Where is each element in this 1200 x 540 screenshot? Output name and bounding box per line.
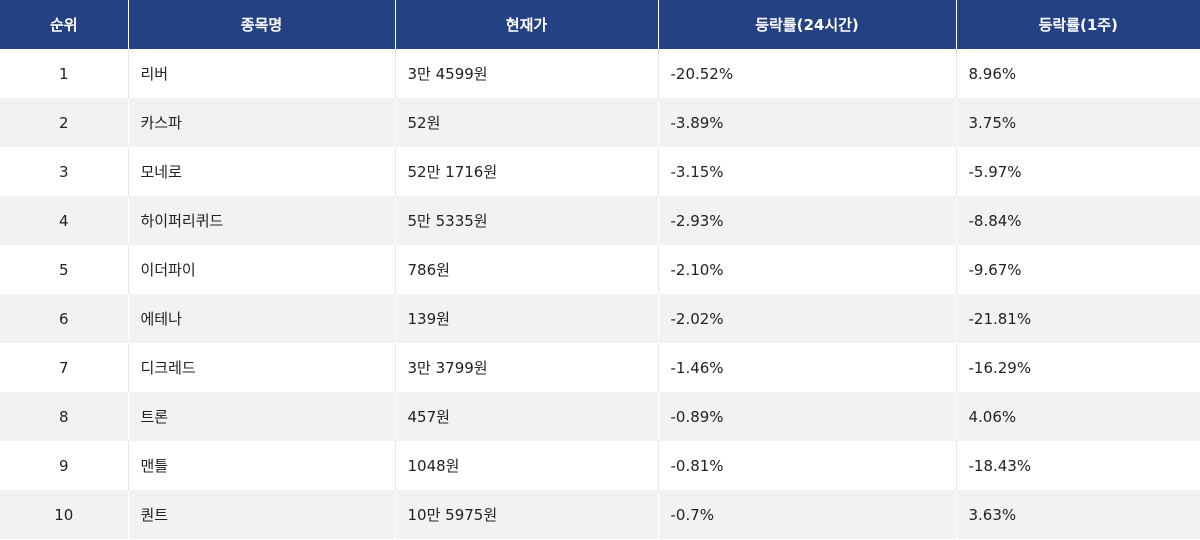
table-row: 3 모네로 52만 1716원 -3.15% -5.97% — [0, 147, 1200, 196]
cell-price: 139원 — [395, 294, 659, 343]
table-body: 1 리버 3만 4599원 -20.52% 8.96% 2 카스파 52원 -3… — [0, 49, 1200, 539]
header-change-1w: 등락률(1주) — [956, 0, 1200, 49]
table-row: 8 트론 457원 -0.89% 4.06% — [0, 392, 1200, 441]
cell-change-1w: -8.84% — [968, 211, 1022, 230]
cell-change-1w: 3.63% — [968, 505, 1017, 524]
cell-price: 457원 — [395, 392, 659, 441]
cell-change-1w: 3.75% — [968, 113, 1017, 132]
cell-name: 디크레드 — [128, 343, 396, 392]
header-row: 순위 종목명 현재가 등락률(24시간) 등락률(1주) — [0, 0, 1200, 49]
cell-change-24h: -1.46% — [658, 343, 957, 392]
cell-change-24h: -2.10% — [658, 245, 957, 294]
table-row: 1 리버 3만 4599원 -20.52% 8.96% — [0, 49, 1200, 98]
cell-name: 트론 — [128, 392, 396, 441]
table-row: 2 카스파 52원 -3.89% 3.75% — [0, 98, 1200, 147]
cell-name: 맨틀 — [128, 441, 396, 490]
cell-change-1w: -18.43% — [968, 456, 1032, 475]
cell-rank: 6 — [0, 294, 129, 343]
cell-change-24h: -3.89% — [658, 98, 957, 147]
cell-change-24h: -2.93% — [658, 196, 957, 245]
cell-rank: 10 — [0, 490, 129, 539]
cell-change-1w: -9.67% — [968, 260, 1022, 279]
table-row: 6 에테나 139원 -2.02% -21.81% — [0, 294, 1200, 343]
cell-rank: 7 — [0, 343, 129, 392]
cell-price: 52원 — [395, 98, 659, 147]
cell-change-1w: 4.06% — [968, 407, 1017, 426]
table-row: 5 이더파이 786원 -2.10% -9.67% — [0, 245, 1200, 294]
cell-name: 하이퍼리퀴드 — [128, 196, 396, 245]
cell-name: 퀀트 — [128, 490, 396, 539]
cell-price: 10만 5975원 — [395, 490, 659, 539]
cell-rank: 9 — [0, 441, 129, 490]
cell-change-24h: -0.81% — [658, 441, 957, 490]
cell-change-24h: -20.52% — [658, 49, 957, 98]
header-rank: 순위 — [0, 0, 129, 49]
cell-rank: 8 — [0, 392, 129, 441]
table-header: 순위 종목명 현재가 등락률(24시간) 등락률(1주) — [0, 0, 1200, 49]
cell-rank: 2 — [0, 98, 129, 147]
table-row: 7 디크레드 3만 3799원 -1.46% -16.29% — [0, 343, 1200, 392]
cell-price: 3만 4599원 — [395, 49, 659, 98]
cell-name: 리버 — [128, 49, 396, 98]
cell-price: 3만 3799원 — [395, 343, 659, 392]
cell-rank: 4 — [0, 196, 129, 245]
header-price: 현재가 — [395, 0, 659, 49]
cell-name: 이더파이 — [128, 245, 396, 294]
cell-change-1w: 8.96% — [968, 64, 1017, 83]
cell-price: 5만 5335원 — [395, 196, 659, 245]
cell-price: 52만 1716원 — [395, 147, 659, 196]
cell-rank: 5 — [0, 245, 129, 294]
cell-change-24h: -3.15% — [658, 147, 957, 196]
cell-price: 786원 — [395, 245, 659, 294]
cell-rank: 3 — [0, 147, 129, 196]
cell-change-1w: -16.29% — [968, 358, 1032, 377]
table-row: 10 퀀트 10만 5975원 -0.7% 3.63% — [0, 490, 1200, 539]
cell-change-24h: -2.02% — [658, 294, 957, 343]
cell-change-24h: -0.7% — [658, 490, 957, 539]
cell-change-1w: -5.97% — [968, 162, 1022, 181]
cell-name: 카스파 — [128, 98, 396, 147]
cell-name: 에테나 — [128, 294, 396, 343]
cell-name: 모네로 — [128, 147, 396, 196]
cell-change-1w: -21.81% — [968, 309, 1032, 328]
table-row: 4 하이퍼리퀴드 5만 5335원 -2.93% -8.84% — [0, 196, 1200, 245]
cell-change-24h: -0.89% — [658, 392, 957, 441]
cell-rank: 1 — [0, 49, 129, 98]
cell-price: 1048원 — [395, 441, 659, 490]
table-row: 9 맨틀 1048원 -0.81% -18.43% — [0, 441, 1200, 490]
header-name: 종목명 — [128, 0, 396, 49]
header-change-24h: 등락률(24시간) — [658, 0, 957, 49]
